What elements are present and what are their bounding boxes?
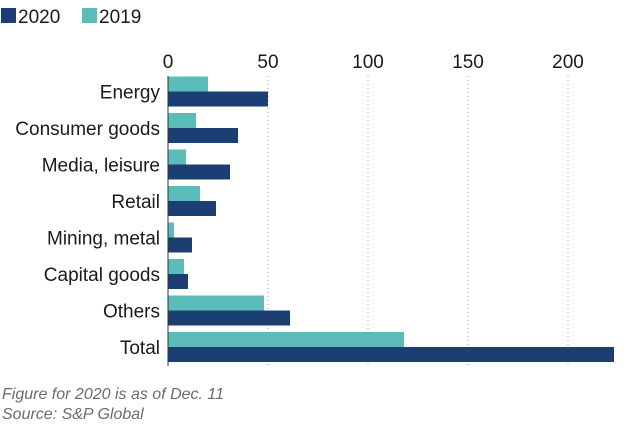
category-labels: Energy Consumer goods Media, leisure Retail…: [15, 83, 160, 360]
bar-2019-capital-goods: [168, 259, 184, 274]
category-label-others: Others: [103, 302, 160, 323]
bar-2019-others: [168, 295, 264, 311]
legend-label-2019: 2019: [99, 7, 141, 28]
category-label-total: Total: [120, 338, 160, 359]
bar-2019-retail: [168, 186, 200, 201]
x-tick-label-200: 200: [552, 52, 584, 73]
category-label-consumer-goods: Consumer goods: [15, 119, 160, 140]
bar-2020-energy: [168, 91, 268, 107]
legend: 2020 2019: [1, 7, 141, 28]
bar-2019-energy: [168, 76, 208, 92]
bar-2019-media-leisure: [168, 149, 186, 165]
bar-2020-consumer-goods: [168, 128, 238, 143]
category-label-energy: Energy: [100, 83, 161, 104]
legend-swatch-2019: [82, 8, 97, 23]
legend-label-2020: 2020: [18, 7, 60, 28]
note-source: Source: S&P Global: [2, 406, 144, 423]
category-label-capital-goods: Capital goods: [44, 265, 160, 286]
x-tick-label-0: 0: [163, 52, 174, 73]
bar-2020-capital-goods: [168, 274, 188, 289]
note-2020-date: Figure for 2020 is as of Dec. 11: [2, 386, 224, 403]
category-label-mining-metal: Mining, metal: [47, 229, 160, 250]
bar-2019-total: [168, 332, 404, 347]
gridlines: [267, 76, 569, 366]
legend-swatch-2020: [1, 8, 16, 23]
bar-2020-total: [168, 347, 614, 362]
category-label-media-leisure: Media, leisure: [42, 156, 160, 177]
x-axis-ticks: 0 50 100 150 200: [163, 52, 584, 73]
bar-2019-consumer-goods: [168, 113, 196, 128]
bar-2020-mining-metal: [168, 237, 192, 253]
x-tick-label-100: 100: [352, 52, 384, 73]
category-label-retail: Retail: [111, 192, 160, 213]
x-tick-label-150: 150: [452, 52, 484, 73]
bar-2020-others: [168, 310, 290, 326]
x-tick-label-50: 50: [257, 52, 278, 73]
bar-2020-media-leisure: [168, 164, 230, 180]
bars: [168, 76, 614, 362]
bar-2019-mining-metal: [168, 222, 174, 238]
bar-2020-retail: [168, 201, 216, 216]
